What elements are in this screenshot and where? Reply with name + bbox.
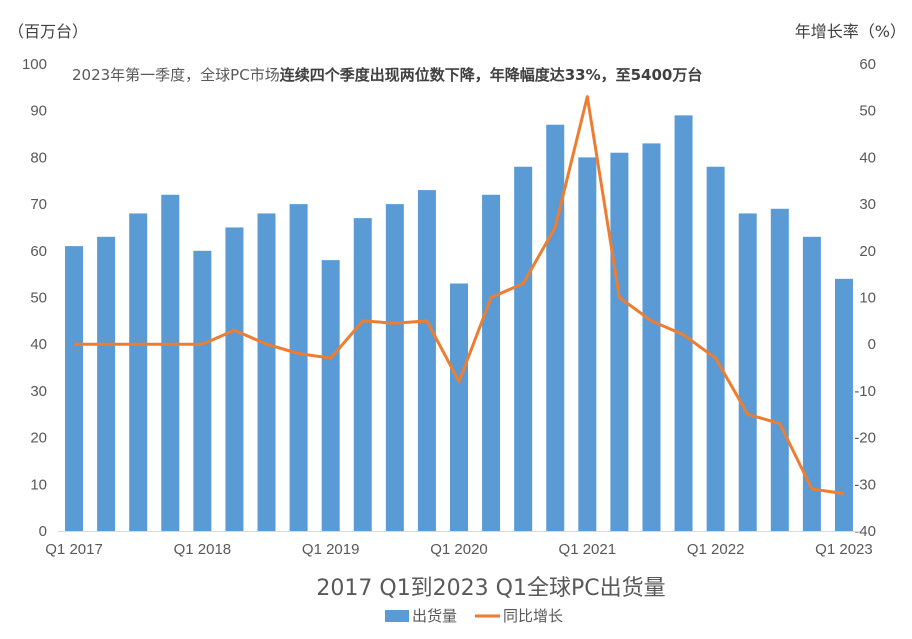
right-tick-label: 50 <box>859 103 876 120</box>
legend-label-yoy: 同比增长 <box>503 607 563 625</box>
x-tick-label: Q1 2021 <box>559 541 617 558</box>
left-tick-label: 90 <box>30 103 47 120</box>
right-tick-label: 10 <box>859 290 876 307</box>
left-tick-label: 30 <box>30 383 47 400</box>
left-tick-label: 100 <box>22 56 47 73</box>
x-tick-label: Q1 2022 <box>687 541 745 558</box>
bar <box>193 250 212 532</box>
bar <box>65 246 84 531</box>
bar <box>353 218 372 532</box>
bar <box>642 143 661 531</box>
bar <box>225 227 244 531</box>
bar <box>834 278 853 531</box>
bar <box>417 190 436 531</box>
right-tick-label: -10 <box>854 383 876 400</box>
bar <box>546 124 565 532</box>
x-tick-label: Q1 2017 <box>45 541 103 558</box>
bar <box>129 213 148 531</box>
left-tick-label: 80 <box>30 149 47 166</box>
right-tick-label: 30 <box>859 196 876 213</box>
left-tick-label: 60 <box>30 243 47 260</box>
bar <box>802 236 821 532</box>
right-tick-label: 60 <box>859 56 876 73</box>
bar <box>514 166 533 532</box>
legend-label-shipments: 出货量 <box>412 607 457 625</box>
bar <box>482 194 501 531</box>
x-tick-label: Q1 2023 <box>815 541 873 558</box>
right-tick-label: -40 <box>854 523 876 540</box>
annotation-normal: 2023年第一季度，全球PC市场 <box>72 66 280 84</box>
left-tick-label: 0 <box>39 523 47 540</box>
left-tick-label: 70 <box>30 196 47 213</box>
bar <box>385 204 404 531</box>
chart-annotation: 2023年第一季度，全球PC市场连续四个季度出现两位数下降，年降幅度达33%，至… <box>72 66 702 84</box>
right-axis: -40 -30 -20 -10 0 10 20 30 40 50 60 <box>854 56 876 540</box>
left-axis-unit: （百万台） <box>8 22 88 41</box>
chart-title: 2017 Q1到2023 Q1全球PC出货量 <box>316 576 665 601</box>
bar <box>674 115 693 532</box>
right-tick-label: 0 <box>868 336 876 353</box>
bar <box>97 236 116 532</box>
bar <box>161 194 180 531</box>
left-tick-label: 20 <box>30 430 47 447</box>
x-tick-label: Q1 2019 <box>302 541 360 558</box>
bar <box>738 213 757 531</box>
line-series <box>74 95 845 496</box>
left-axis: 0 10 20 30 40 50 60 70 80 90 100 <box>22 56 47 540</box>
annotation-bold: 连续四个季度出现两位数下降，年降幅度达33%，至5400万台 <box>280 66 703 84</box>
bar <box>450 283 468 531</box>
bar <box>289 204 308 531</box>
legend-swatch-shipments <box>385 610 409 622</box>
x-tick-label: Q1 2018 <box>174 541 232 558</box>
left-tick-label: 10 <box>30 476 47 493</box>
bar-series <box>65 115 853 532</box>
bar <box>321 260 340 531</box>
right-axis-unit: 年增长率（%） <box>795 22 906 41</box>
left-tick-label: 50 <box>30 290 47 307</box>
right-tick-label: 20 <box>859 243 876 260</box>
legend: 出货量 同比增长 <box>385 607 563 625</box>
x-axis: Q1 2017 Q1 2018 Q1 2019 Q1 2020 Q1 2021 Q1 20… <box>45 541 872 558</box>
bar <box>706 166 725 532</box>
right-tick-label: -30 <box>854 476 876 493</box>
left-tick-label: 40 <box>30 336 47 353</box>
bar <box>257 213 276 531</box>
x-tick-label: Q1 2020 <box>430 541 488 558</box>
bar <box>610 152 629 532</box>
yoy-growth-line <box>74 95 845 496</box>
right-tick-label: -20 <box>854 430 876 447</box>
right-tick-label: 40 <box>859 149 876 166</box>
bar <box>578 157 597 531</box>
bar <box>770 208 789 531</box>
